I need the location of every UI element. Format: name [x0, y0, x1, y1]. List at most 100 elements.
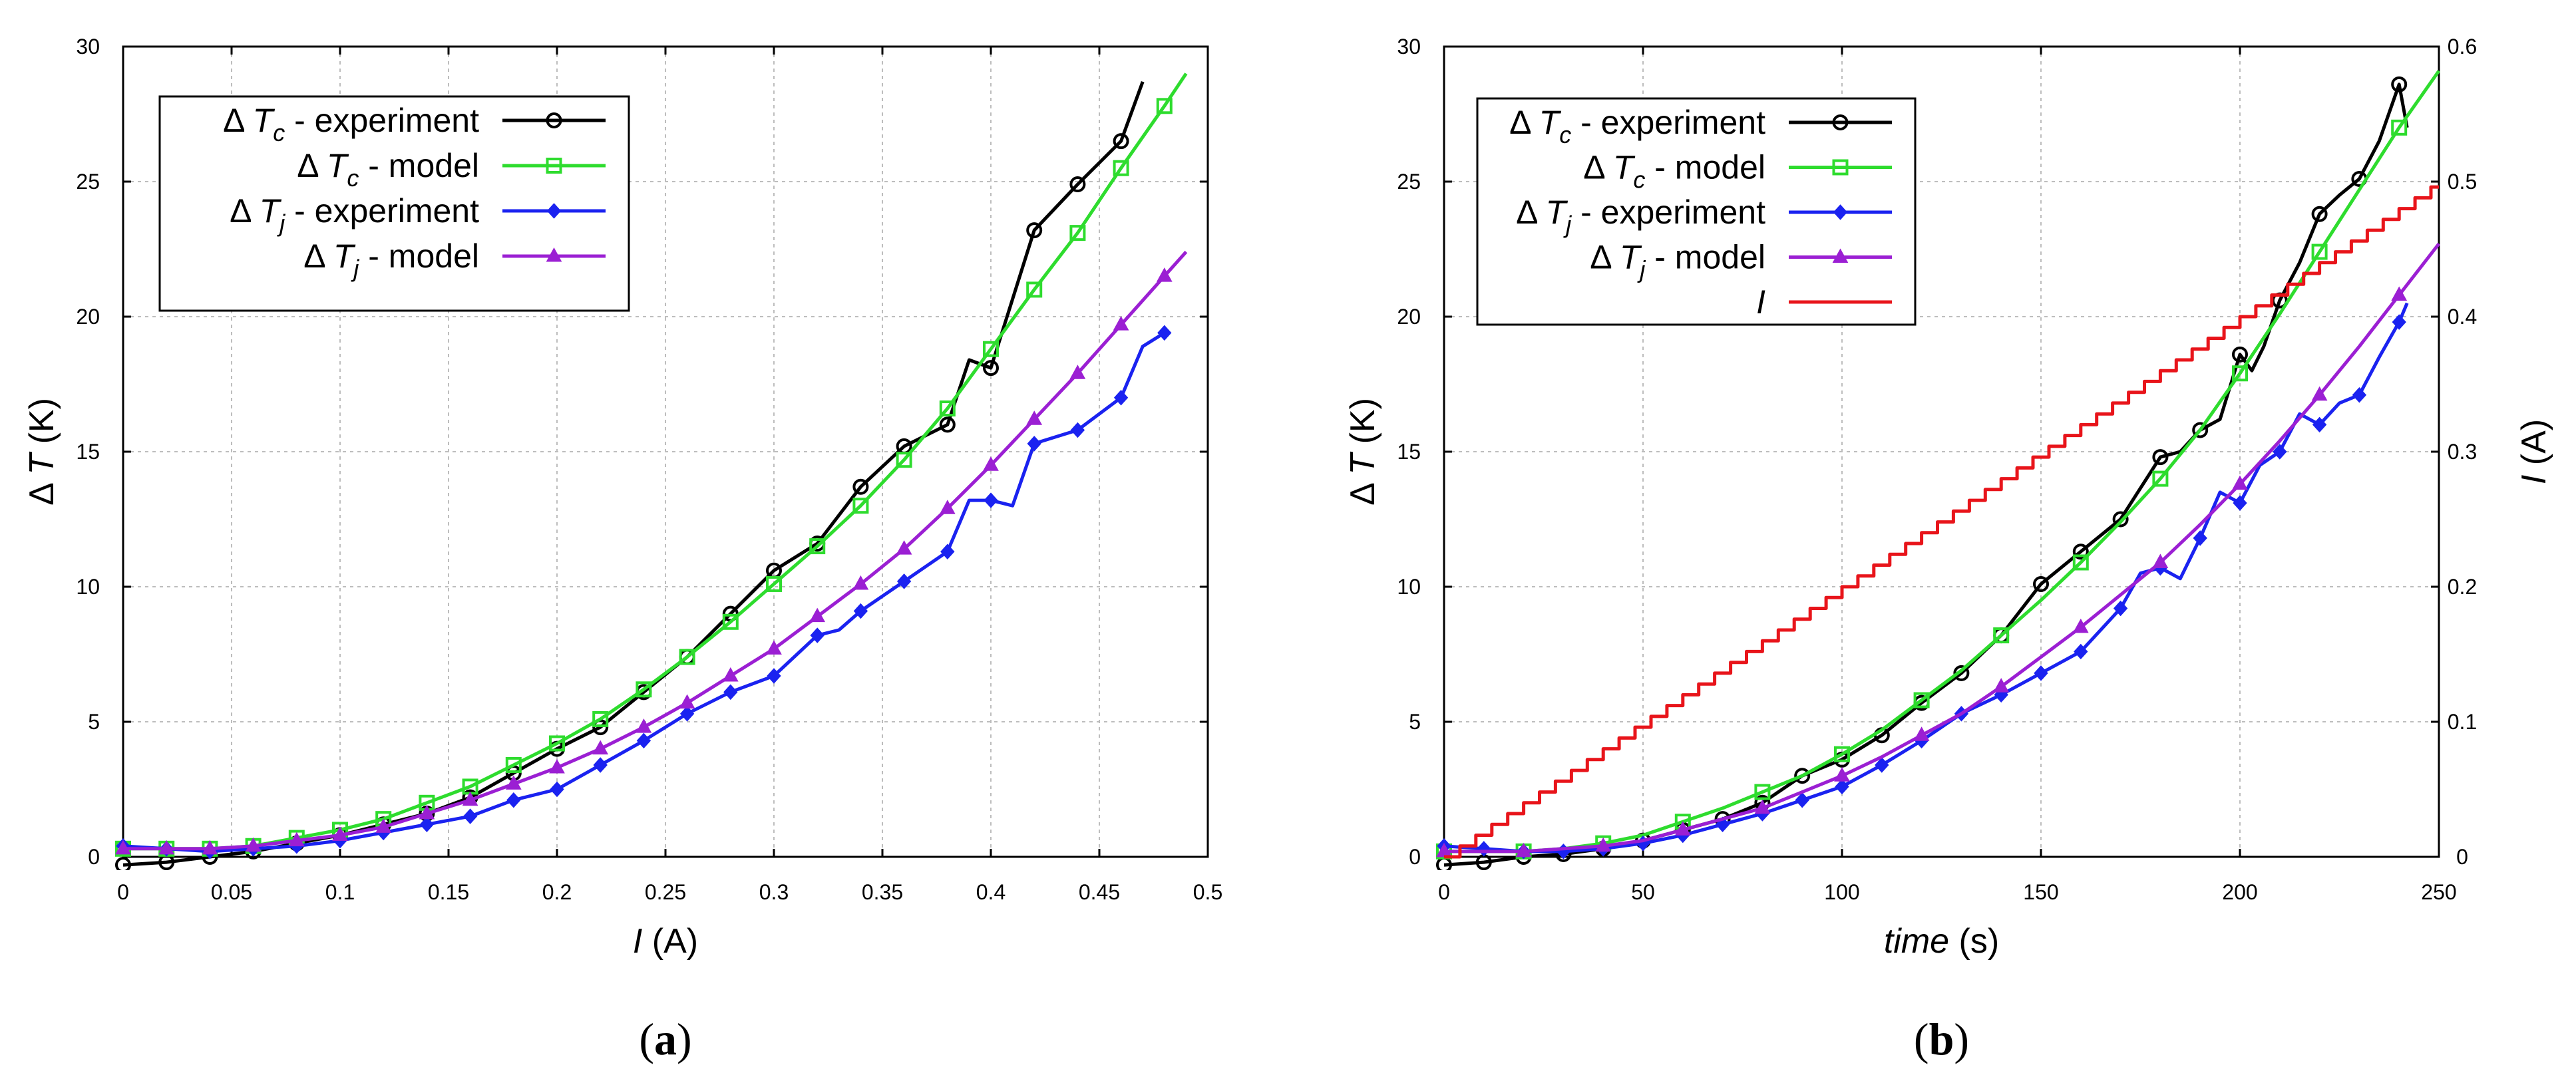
- legend-subscript: c: [347, 164, 359, 192]
- legend-entry: Δ Tc - experiment: [223, 102, 606, 146]
- data-point: [723, 684, 738, 700]
- legend-subscript: c: [1559, 121, 1571, 148]
- panel-paren: (: [1914, 1014, 1929, 1064]
- legend-label: Δ Tc - model: [1583, 149, 1765, 194]
- data-point: [636, 732, 651, 749]
- data-point: [505, 775, 522, 790]
- data-point: [1913, 692, 1930, 708]
- x-axis-label: I (A): [633, 922, 698, 961]
- legend-symbol: T: [1546, 194, 1568, 231]
- data-point: [2311, 243, 2328, 260]
- data-point: [1835, 778, 1849, 795]
- x-tick-label: 0.15: [428, 880, 469, 904]
- panel-label: (b): [1914, 1014, 1969, 1064]
- data-point: [852, 478, 869, 495]
- legend-symbol: T: [327, 147, 349, 184]
- legend-delta: Δ: [297, 147, 327, 184]
- panel-letter: a: [654, 1014, 677, 1064]
- data-point: [1795, 792, 1809, 808]
- legend-entry: Δ Tc - model: [297, 147, 606, 192]
- x-tick-label: 0.25: [645, 880, 686, 904]
- legend-entry: Δ Tj - model: [1590, 239, 1892, 283]
- y2-axis-unit: (A): [2515, 419, 2553, 475]
- data-point: [115, 857, 131, 870]
- data-point: [679, 706, 695, 722]
- data-point: [766, 575, 782, 592]
- data-point: [939, 400, 956, 417]
- data-point: [506, 792, 521, 808]
- data-point: [2312, 416, 2327, 433]
- data-point: [1993, 678, 2010, 693]
- legend-marker: [546, 203, 562, 219]
- series-tj-model: [1436, 242, 2440, 857]
- data-point: [767, 668, 781, 684]
- data-point: [1070, 422, 1085, 438]
- panel-paren: ): [1954, 1014, 1969, 1064]
- x-tick-label: 100: [1824, 880, 1859, 904]
- legend-symbol: T: [1613, 149, 1636, 186]
- x-axis-unit: (A): [642, 922, 698, 961]
- y2-tick-label: 0.3: [2448, 440, 2477, 464]
- y-tick-label: 30: [76, 35, 100, 59]
- y-tick-label: 20: [1397, 305, 1421, 329]
- y-tick-label: 25: [76, 170, 100, 194]
- legend-subscript: c: [1633, 166, 1645, 194]
- data-point: [2033, 575, 2049, 592]
- data-point: [2034, 665, 2048, 681]
- legend-marker: [546, 158, 562, 174]
- data-point: [852, 575, 869, 590]
- data-point: [505, 756, 522, 773]
- data-point: [2192, 422, 2209, 438]
- legend-label: Δ Tj - model: [1590, 239, 1765, 283]
- legend-entry: Δ Tj - experiment: [230, 192, 606, 237]
- series-i-i: [1444, 185, 2439, 859]
- legend-marker: [546, 112, 562, 128]
- x-tick-label: 50: [1631, 880, 1655, 904]
- x-tick-label: 0: [117, 880, 129, 904]
- y-axis-label: Δ T (K): [1344, 398, 1382, 506]
- data-point: [2232, 365, 2248, 382]
- data-point: [2112, 511, 2129, 528]
- data-point: [158, 840, 175, 855]
- legend-label: Δ Tj - model: [303, 237, 479, 282]
- legend-entry: Δ Tj - model: [303, 237, 606, 282]
- series-line: [1444, 242, 2440, 854]
- x-tick-label: 0.35: [862, 880, 903, 904]
- series-tj-experiment: [116, 325, 1172, 859]
- data-point: [2113, 600, 2128, 617]
- data-point: [983, 341, 999, 357]
- data-point: [1027, 436, 1041, 452]
- data-point: [2074, 643, 2088, 660]
- data-point: [2352, 387, 2367, 403]
- data-point: [2232, 346, 2248, 363]
- data-point: [1953, 665, 1970, 681]
- data-point: [2072, 554, 2089, 571]
- data-point: [2152, 449, 2169, 466]
- legend-delta: Δ: [1583, 149, 1613, 186]
- data-point: [2311, 386, 2328, 401]
- y2-tick-label: 0.1: [2448, 710, 2477, 734]
- x-tick-label: 0.4: [976, 880, 1006, 904]
- x-tick-label: 0.5: [1193, 880, 1222, 904]
- data-point: [462, 791, 478, 806]
- legend-delta: Δ: [1516, 194, 1546, 231]
- axis-ticks: 0 50 100 150 200 25005101520253000.10.20.30.4…: [1397, 35, 2477, 904]
- legend-suffix: - experiment: [285, 102, 479, 139]
- y-axis-unit: (K): [1344, 398, 1382, 454]
- data-point: [1834, 746, 1850, 762]
- data-point: [2233, 495, 2247, 511]
- data-point: [1069, 365, 1086, 379]
- data-point: [1993, 627, 2010, 644]
- data-point: [592, 710, 609, 727]
- data-point: [1026, 281, 1043, 298]
- x-tick-label: 0.45: [1079, 880, 1120, 904]
- series-tj-model: [115, 250, 1188, 855]
- x-tick-label: 0.1: [325, 880, 355, 904]
- panel-label: (a): [639, 1014, 691, 1064]
- y-tick-label: 15: [1397, 440, 1421, 464]
- data-point: [940, 544, 955, 559]
- data-point: [550, 781, 564, 798]
- legend-symbol: T: [253, 102, 276, 139]
